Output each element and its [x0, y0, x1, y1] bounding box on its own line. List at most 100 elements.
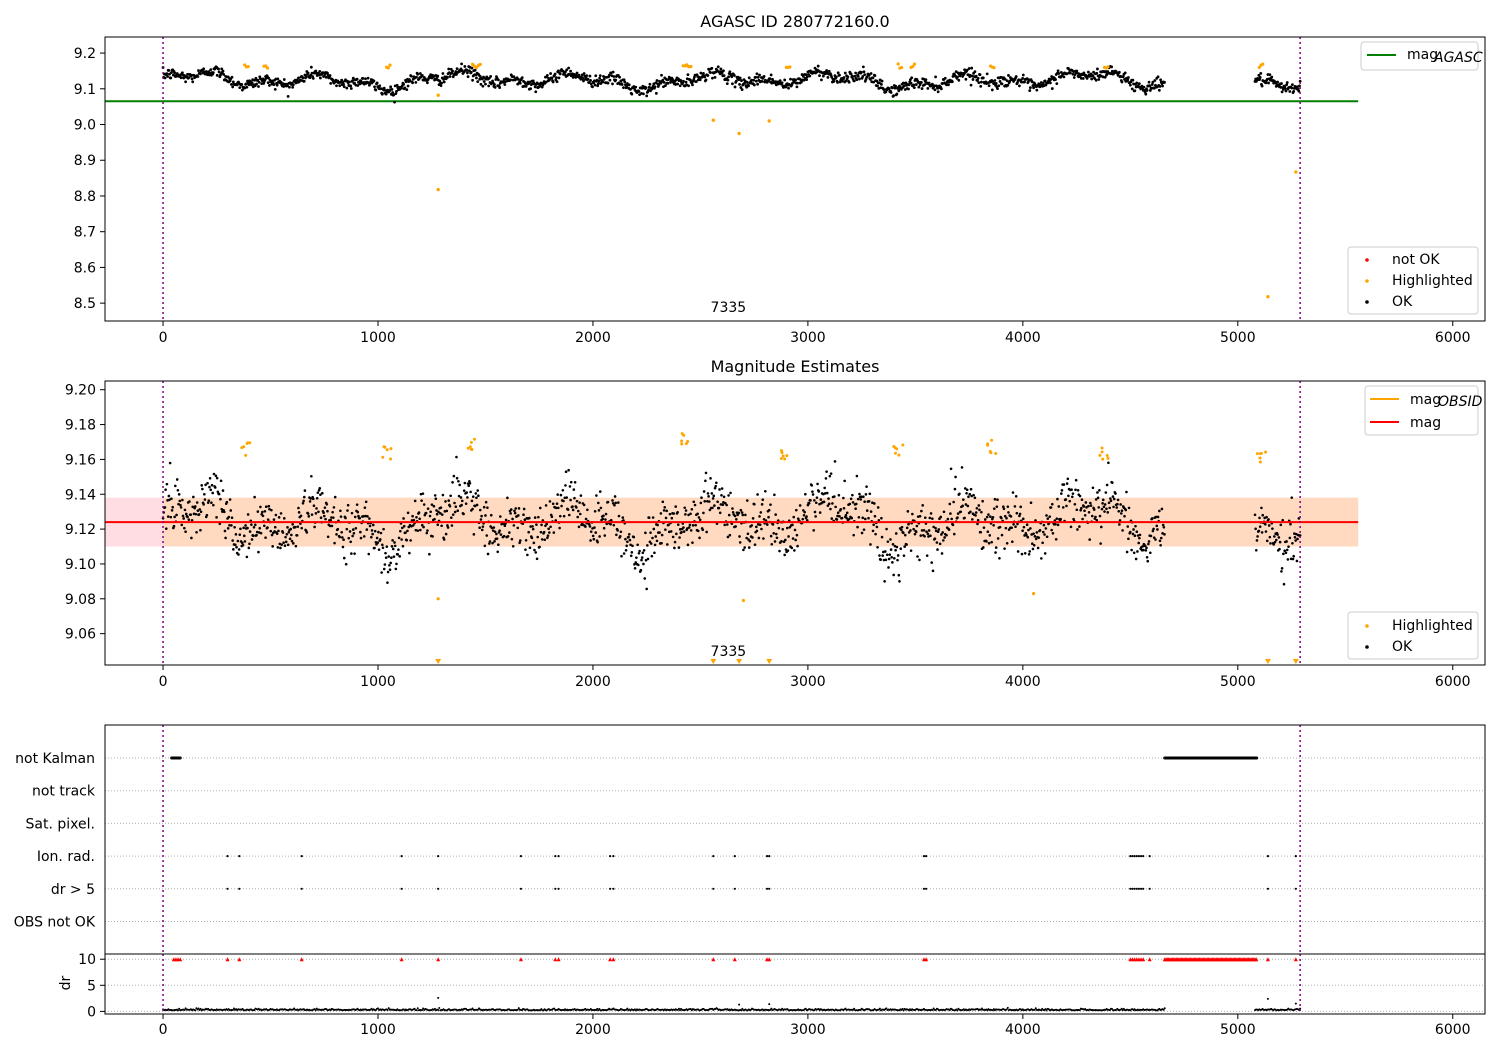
ok-point: [907, 83, 911, 87]
legend-sub: AGASC: [1433, 50, 1483, 66]
x-tick-label: 0: [159, 330, 168, 346]
ok-point: [297, 511, 301, 514]
ok-point: [973, 496, 977, 500]
ok-point: [261, 510, 264, 514]
ok-point: [348, 80, 351, 84]
ok-point: [289, 527, 293, 531]
ok-point: [512, 524, 516, 527]
ok-point: [440, 524, 443, 528]
ok-point: [1285, 81, 1289, 84]
ok-point: [351, 534, 354, 538]
dr-flagged-point: [711, 957, 716, 962]
ok-point: [1096, 67, 1099, 71]
ok-point: [718, 511, 722, 515]
ok-point: [931, 569, 935, 573]
ok-point: [867, 516, 870, 520]
ok-point: [678, 528, 682, 531]
ok-point: [170, 509, 174, 512]
ok-point: [1144, 549, 1148, 552]
ok-point: [700, 496, 703, 499]
ok-point: [307, 515, 311, 518]
ok-point: [466, 482, 470, 485]
ok-point: [930, 561, 934, 564]
ok-point: [753, 543, 757, 546]
ok-point: [549, 72, 552, 75]
dr-point: [770, 1007, 773, 1010]
ok-point: [965, 68, 969, 72]
dr-flagged-point: [237, 957, 242, 962]
ok-point: [692, 78, 696, 81]
ok-point: [455, 67, 459, 71]
flag-point: [612, 887, 615, 890]
ok-point: [1110, 65, 1114, 69]
highlighted-point: [466, 446, 470, 450]
ok-point: [483, 544, 487, 548]
ok-point: [903, 533, 907, 537]
flag-point: [612, 855, 615, 858]
ok-point: [876, 506, 880, 509]
ok-point: [895, 545, 899, 549]
ok-point: [529, 525, 532, 528]
ok-point: [372, 79, 376, 83]
ok-point: [1073, 502, 1077, 506]
ok-point: [1272, 543, 1276, 546]
ok-point: [267, 504, 271, 508]
ok-point: [809, 499, 812, 502]
ok-point: [1076, 528, 1079, 531]
ok-point: [919, 81, 923, 84]
ok-point: [215, 516, 218, 519]
ok-point: [920, 529, 924, 532]
ok-point: [613, 503, 616, 507]
ok-point: [601, 517, 605, 521]
dr-point: [1266, 997, 1269, 1000]
highlighted-point: [469, 447, 473, 451]
ok-point: [635, 556, 638, 559]
ok-point: [856, 74, 860, 78]
ok-point: [886, 540, 890, 543]
ok-point: [1026, 535, 1030, 539]
ok-point: [1014, 525, 1017, 529]
ok-point: [1110, 481, 1114, 484]
flag-point: [226, 887, 229, 890]
dr-point: [948, 1009, 951, 1012]
ok-point: [433, 494, 437, 497]
ok-point: [1061, 506, 1065, 509]
ok-point: [536, 535, 540, 539]
flag-point: [1129, 887, 1132, 890]
ok-point: [535, 523, 538, 526]
ok-point: [364, 77, 367, 81]
ok-point: [534, 90, 538, 94]
ok-point: [624, 548, 628, 552]
ok-point: [683, 506, 687, 510]
highlighted-point: [781, 454, 785, 458]
ok-point: [1055, 517, 1059, 520]
ok-point: [599, 506, 603, 510]
ok-point: [1098, 514, 1102, 518]
flag-point: [733, 855, 736, 858]
ok-point: [849, 72, 853, 76]
ok-point: [473, 68, 477, 72]
ok-point: [591, 85, 594, 89]
ok-point: [954, 475, 957, 479]
ok-point: [885, 553, 889, 557]
ok-point: [969, 510, 972, 514]
ok-point: [836, 511, 840, 515]
ok-point: [578, 501, 581, 504]
ok-point: [1118, 523, 1121, 526]
ok-point: [716, 500, 719, 504]
ok-point: [261, 514, 265, 518]
ok-point: [398, 555, 402, 558]
ok-point: [709, 71, 712, 75]
ok-point: [345, 527, 349, 531]
ok-point: [226, 527, 230, 530]
ok-point: [889, 548, 893, 551]
ok-point: [333, 495, 337, 499]
flag-point: [1131, 855, 1134, 858]
ok-point: [611, 82, 614, 86]
ok-point: [1268, 535, 1272, 539]
ok-point: [367, 552, 371, 556]
ok-point: [618, 75, 621, 79]
ok-point: [332, 506, 336, 509]
flag-point: [300, 855, 303, 858]
